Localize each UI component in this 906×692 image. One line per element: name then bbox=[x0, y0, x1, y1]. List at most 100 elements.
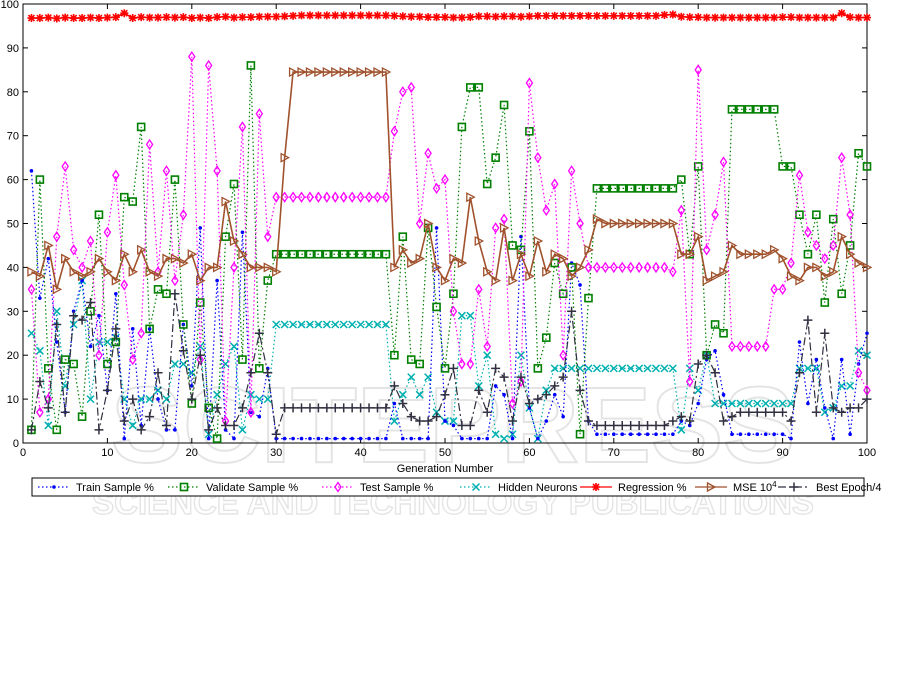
data-point bbox=[797, 340, 802, 344]
data-point bbox=[603, 432, 608, 437]
data-point bbox=[846, 13, 855, 22]
data-point bbox=[69, 320, 78, 329]
data-point bbox=[330, 403, 340, 413]
data-point bbox=[634, 420, 644, 430]
series-best-epoch-4 bbox=[26, 289, 872, 439]
data-point bbox=[550, 178, 559, 190]
data-point bbox=[341, 436, 346, 441]
data-point bbox=[94, 425, 104, 435]
data-point bbox=[794, 368, 804, 378]
data-point bbox=[263, 230, 272, 243]
data-point bbox=[78, 14, 87, 23]
data-point bbox=[128, 14, 137, 23]
data-point bbox=[685, 375, 694, 388]
data-point bbox=[196, 275, 206, 286]
data-point bbox=[356, 403, 366, 413]
data-point bbox=[854, 403, 864, 413]
data-point bbox=[246, 13, 255, 22]
data-point bbox=[736, 249, 746, 260]
data-point bbox=[474, 83, 484, 92]
data-point bbox=[111, 275, 122, 286]
data-point bbox=[753, 340, 762, 353]
data-point bbox=[668, 184, 678, 193]
data-point bbox=[27, 14, 36, 23]
data-point bbox=[263, 262, 274, 273]
data-point bbox=[381, 320, 390, 329]
data-point bbox=[778, 253, 788, 264]
data-point bbox=[457, 13, 466, 22]
data-point bbox=[508, 397, 517, 410]
data-point bbox=[392, 401, 397, 406]
data-point bbox=[558, 372, 568, 382]
data-point bbox=[263, 12, 272, 21]
data-point bbox=[483, 12, 492, 21]
data-point bbox=[727, 240, 738, 251]
data-point bbox=[364, 249, 374, 259]
data-point bbox=[626, 364, 635, 373]
data-point bbox=[415, 390, 424, 399]
data-point bbox=[173, 428, 177, 432]
data-point bbox=[693, 359, 703, 369]
data-point bbox=[483, 351, 492, 360]
data-point bbox=[820, 271, 831, 282]
legend-superscript: 4 bbox=[772, 480, 777, 489]
data-point bbox=[305, 66, 316, 78]
legend-box bbox=[31, 477, 865, 497]
data-point bbox=[728, 340, 736, 353]
data-point bbox=[525, 12, 534, 21]
data-point bbox=[94, 210, 104, 220]
data-point bbox=[78, 261, 86, 274]
data-point bbox=[811, 407, 821, 417]
data-point bbox=[313, 403, 323, 413]
data-point bbox=[52, 230, 61, 243]
data-point bbox=[778, 13, 787, 22]
data-point bbox=[280, 249, 289, 259]
data-point bbox=[415, 416, 425, 426]
data-point bbox=[145, 266, 155, 277]
data-point bbox=[626, 218, 637, 229]
data-point bbox=[466, 83, 475, 92]
series-line bbox=[30, 56, 868, 422]
data-point bbox=[854, 367, 863, 379]
data-point bbox=[786, 162, 796, 171]
legend-marker bbox=[789, 482, 799, 492]
data-point bbox=[719, 13, 728, 22]
data-point bbox=[685, 416, 695, 426]
data-point bbox=[618, 218, 628, 229]
data-point bbox=[291, 436, 295, 441]
data-point bbox=[331, 191, 340, 203]
data-point bbox=[710, 271, 721, 282]
data-point bbox=[94, 253, 105, 264]
data-point bbox=[508, 275, 518, 286]
data-point bbox=[103, 226, 112, 238]
data-point bbox=[719, 399, 728, 408]
data-point bbox=[685, 364, 694, 373]
data-point bbox=[147, 327, 152, 331]
data-point bbox=[778, 162, 787, 171]
data-point bbox=[238, 13, 247, 22]
y-tick-label: 80 bbox=[7, 87, 19, 99]
data-point bbox=[500, 12, 509, 21]
data-point bbox=[221, 420, 231, 430]
data-point bbox=[721, 392, 726, 397]
data-point bbox=[820, 408, 829, 417]
data-point bbox=[626, 420, 636, 430]
data-point bbox=[409, 436, 414, 441]
data-point bbox=[426, 436, 430, 441]
data-point bbox=[103, 337, 112, 347]
data-point bbox=[499, 222, 510, 233]
data-point bbox=[69, 359, 78, 369]
data-point bbox=[240, 230, 245, 235]
data-point bbox=[482, 407, 492, 417]
data-point bbox=[35, 14, 44, 23]
data-point bbox=[213, 165, 221, 177]
data-point bbox=[316, 436, 321, 441]
data-point bbox=[821, 252, 829, 265]
data-point bbox=[297, 191, 306, 203]
data-point bbox=[752, 407, 762, 417]
data-point bbox=[130, 327, 135, 331]
x-tick-label: 50 bbox=[439, 447, 451, 459]
data-point bbox=[863, 13, 871, 22]
data-point bbox=[727, 399, 736, 408]
